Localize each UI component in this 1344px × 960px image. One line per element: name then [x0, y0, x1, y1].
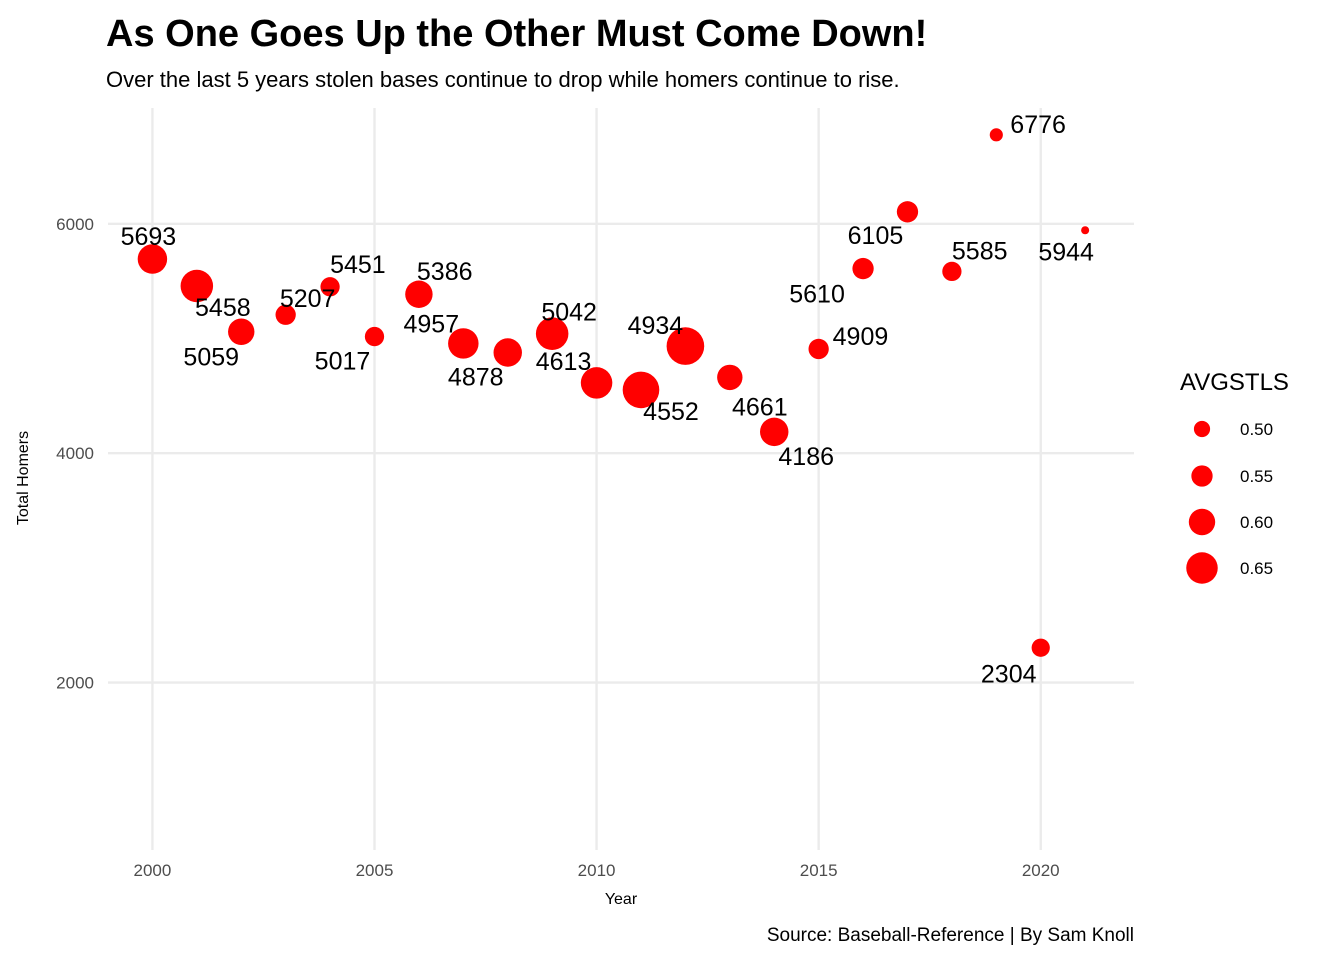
data-label: 5458 — [195, 294, 251, 322]
data-point — [493, 338, 522, 367]
y-tick-label: 4000 — [56, 444, 94, 463]
data-label: 5610 — [789, 281, 845, 309]
data-point — [275, 304, 296, 325]
chart-title: As One Goes Up the Other Must Come Down! — [106, 13, 927, 55]
data-label: 6776 — [1010, 111, 1066, 139]
size-legend: AVGSTLS 0.50 0.55 0.60 0.65 — [1180, 369, 1289, 584]
data-label: 5059 — [183, 344, 239, 372]
data-point — [320, 277, 340, 297]
data-point — [666, 327, 705, 365]
data-label: 4552 — [643, 398, 699, 426]
data-point — [535, 317, 569, 350]
data-point — [137, 244, 168, 274]
data-point — [448, 328, 479, 359]
data-label: 4909 — [833, 323, 889, 351]
data-label: 5944 — [1038, 238, 1094, 266]
data-label: 4957 — [404, 310, 460, 338]
y-tick-label: 6000 — [56, 215, 94, 234]
legend-key — [1191, 465, 1213, 487]
x-tick-label: 2020 — [1022, 861, 1060, 880]
x-tick-label: 2010 — [578, 861, 616, 880]
data-point — [1031, 638, 1050, 657]
data-label: 4613 — [536, 348, 592, 376]
x-tick-label: 2005 — [356, 861, 394, 880]
data-point — [808, 338, 829, 360]
data-label: 5585 — [952, 237, 1008, 265]
data-label: 4878 — [448, 364, 504, 392]
data-point — [405, 280, 433, 308]
data-point — [1081, 226, 1090, 235]
data-label: 4186 — [778, 443, 834, 471]
data-point — [228, 318, 255, 345]
data-label: 5017 — [315, 348, 371, 376]
data-label: 6105 — [848, 222, 904, 250]
data-point — [364, 326, 385, 347]
data-point — [717, 364, 743, 391]
data-label: 2304 — [981, 661, 1037, 689]
x-axis-ticks: 2000 2005 2010 2015 2020 — [134, 861, 1060, 880]
data-point — [852, 257, 874, 280]
data-label: 5451 — [330, 251, 386, 279]
data-label: 5386 — [417, 258, 473, 286]
data-label: 5693 — [121, 223, 177, 251]
data-point — [942, 261, 962, 282]
data-point — [180, 269, 214, 303]
data-point — [622, 371, 660, 409]
legend-key — [1193, 420, 1211, 438]
legend-label: 0.55 — [1240, 467, 1273, 486]
data-labels: 5693 5458 5059 5207 5451 5017 5386 4957 4878 5042… — [121, 111, 1094, 689]
legend-key — [1188, 508, 1216, 536]
data-points — [137, 128, 1090, 657]
gridlines — [108, 108, 1134, 850]
x-tick-label: 2015 — [800, 861, 838, 880]
chart-subtitle: Over the last 5 years stolen bases conti… — [106, 67, 900, 92]
data-label: 4934 — [628, 312, 684, 340]
y-tick-label: 2000 — [56, 674, 94, 693]
data-point — [989, 128, 1003, 142]
data-label: 5042 — [541, 299, 597, 327]
data-point — [896, 201, 919, 223]
chart-caption: Source: Baseball-Reference | By Sam Knol… — [767, 925, 1134, 946]
legend-key — [1186, 552, 1218, 584]
legend-label: 0.60 — [1240, 513, 1273, 532]
legend-label: 0.50 — [1240, 420, 1273, 439]
y-axis-ticks: 2000 4000 6000 — [56, 215, 94, 693]
x-tick-label: 2000 — [134, 861, 172, 880]
data-label: 4661 — [732, 393, 788, 421]
data-point — [580, 367, 613, 399]
legend-title: AVGSTLS — [1180, 369, 1289, 396]
legend-label: 0.65 — [1240, 559, 1273, 578]
y-axis-title: Total Homers — [15, 431, 32, 525]
x-axis-title: Year — [605, 891, 638, 908]
data-label: 5207 — [280, 285, 336, 313]
data-point — [760, 417, 789, 447]
